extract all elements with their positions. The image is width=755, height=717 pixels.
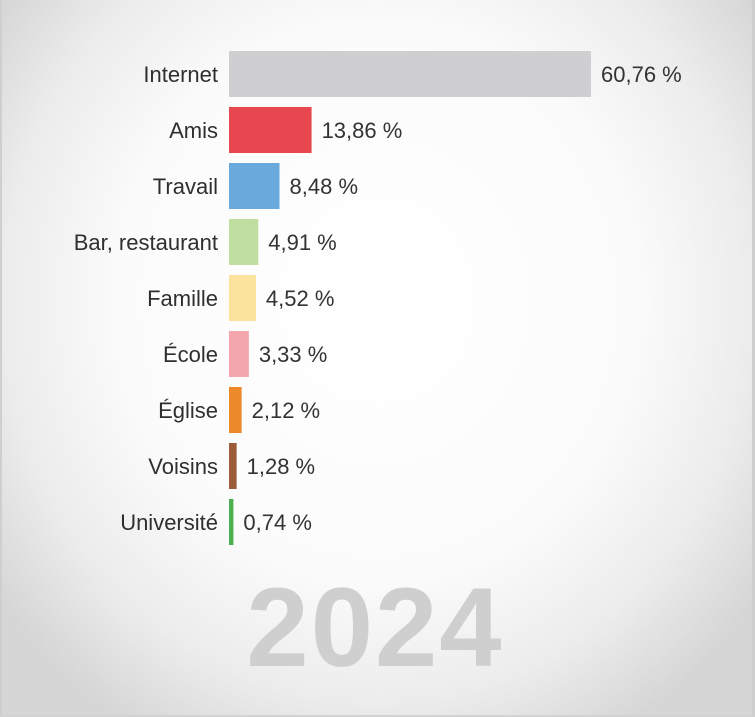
bar <box>229 219 259 265</box>
bar <box>229 499 234 545</box>
bar <box>229 107 312 153</box>
value-label: 4,91 % <box>268 230 337 255</box>
bar <box>229 387 242 433</box>
category-label: Université <box>120 510 218 535</box>
category-label: Bar, restaurant <box>74 230 218 255</box>
value-label: 13,86 % <box>322 118 403 143</box>
category-label: Église <box>158 398 218 423</box>
bar <box>229 51 591 97</box>
category-label: Famille <box>147 286 218 311</box>
value-label: 1,28 % <box>247 454 316 479</box>
bar <box>229 443 237 489</box>
bars-group: Internet 60,76 % Amis 13,86 % Travail 8,48 % B… <box>74 51 682 545</box>
value-label: 3,33 % <box>259 342 328 367</box>
value-label: 2,12 % <box>252 398 321 423</box>
category-label: Internet <box>143 62 218 87</box>
bar <box>229 275 256 321</box>
value-label: 4,52 % <box>266 286 335 311</box>
value-label: 0,74 % <box>243 510 311 535</box>
category-label: École <box>163 342 218 367</box>
category-label: Voisins <box>148 454 218 479</box>
value-label: 60,76 % <box>601 62 682 87</box>
year-label: 2024 <box>246 565 503 690</box>
value-label: 8,48 % <box>290 174 359 199</box>
category-label: Travail <box>153 174 218 199</box>
category-label: Amis <box>169 118 218 143</box>
bar <box>229 331 249 377</box>
bar <box>229 163 280 209</box>
